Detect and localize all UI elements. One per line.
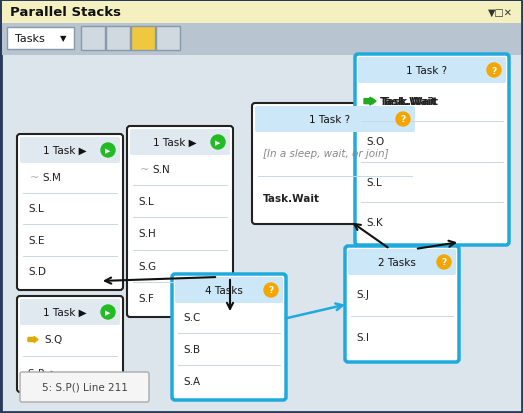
FancyBboxPatch shape [20, 372, 149, 402]
FancyBboxPatch shape [17, 135, 123, 290]
FancyBboxPatch shape [20, 138, 120, 164]
FancyBboxPatch shape [355, 55, 509, 245]
FancyBboxPatch shape [252, 104, 418, 224]
Text: S.L: S.L [366, 177, 382, 187]
Text: 1 Task ▶: 1 Task ▶ [153, 138, 197, 147]
Text: S.B: S.B [183, 344, 200, 354]
FancyBboxPatch shape [20, 299, 120, 325]
FancyArrow shape [364, 98, 375, 106]
Text: S.G: S.G [138, 261, 156, 271]
Text: 2 Tasks: 2 Tasks [378, 257, 416, 267]
Text: ▼: ▼ [60, 34, 66, 43]
FancyBboxPatch shape [345, 247, 459, 362]
Circle shape [101, 144, 115, 158]
FancyBboxPatch shape [81, 27, 105, 51]
FancyArrow shape [366, 99, 376, 105]
FancyBboxPatch shape [172, 274, 286, 400]
Text: ▶: ▶ [215, 140, 221, 146]
Text: S.J: S.J [356, 290, 369, 300]
Text: 5: S.P() Line 211: 5: S.P() Line 211 [41, 382, 128, 392]
Circle shape [487, 64, 501, 78]
Text: ?: ? [441, 258, 447, 267]
Text: S.N: S.N [152, 165, 170, 175]
Text: S.I: S.I [356, 333, 369, 343]
Text: Task.Wait: Task.Wait [263, 194, 320, 204]
FancyBboxPatch shape [106, 27, 130, 51]
Text: Tasks: Tasks [15, 34, 45, 44]
Text: S.K: S.K [366, 217, 383, 227]
Text: S.L: S.L [138, 197, 154, 207]
Text: ?: ? [401, 115, 406, 124]
Circle shape [211, 136, 225, 150]
Text: ~: ~ [30, 172, 39, 182]
Text: Task.Wait: Task.Wait [380, 97, 437, 107]
Text: S.A: S.A [183, 376, 200, 386]
Text: Parallel Stacks: Parallel Stacks [10, 7, 121, 19]
FancyBboxPatch shape [175, 277, 283, 303]
Bar [2, 24, 521, 56]
FancyBboxPatch shape [130, 130, 230, 156]
Circle shape [101, 305, 115, 319]
Text: S.F: S.F [138, 293, 154, 303]
Text: ~: ~ [140, 165, 150, 175]
FancyBboxPatch shape [17, 296, 123, 392]
Text: 1 Task ?: 1 Task ? [406, 66, 448, 76]
Text: 1 Task ▶: 1 Task ▶ [43, 307, 87, 317]
Text: ▼□✕: ▼□✕ [488, 8, 513, 18]
FancyArrow shape [28, 337, 38, 343]
FancyBboxPatch shape [156, 27, 180, 51]
Text: ▶: ▶ [105, 147, 111, 154]
Circle shape [264, 283, 278, 297]
Text: S.P  ▶: S.P ▶ [28, 368, 59, 377]
FancyBboxPatch shape [255, 107, 415, 133]
Text: S.L: S.L [28, 204, 44, 214]
Text: Task.Wait: Task.Wait [382, 97, 439, 107]
Bar [2, 2, 521, 24]
Text: ▶: ▶ [105, 309, 111, 315]
Text: S.C: S.C [183, 312, 200, 322]
Text: 1 Task ▶: 1 Task ▶ [43, 146, 87, 156]
FancyBboxPatch shape [127, 127, 233, 317]
Text: S.E: S.E [28, 235, 44, 245]
Text: S.D: S.D [28, 267, 46, 277]
Text: [In a sleep, wait, or join]: [In a sleep, wait, or join] [263, 148, 389, 158]
Text: ?: ? [492, 66, 497, 75]
Text: S.M: S.M [42, 172, 61, 182]
Text: S.Q: S.Q [44, 335, 62, 345]
Text: 1 Task ?: 1 Task ? [310, 115, 350, 125]
FancyBboxPatch shape [348, 249, 456, 275]
Text: S.H: S.H [138, 229, 156, 239]
FancyBboxPatch shape [7, 28, 74, 50]
Text: S.O: S.O [366, 137, 384, 147]
Circle shape [396, 113, 410, 127]
FancyBboxPatch shape [131, 27, 155, 51]
Circle shape [437, 255, 451, 269]
FancyBboxPatch shape [358, 58, 506, 84]
Text: ?: ? [268, 286, 274, 295]
Text: 4 Tasks: 4 Tasks [205, 285, 243, 295]
